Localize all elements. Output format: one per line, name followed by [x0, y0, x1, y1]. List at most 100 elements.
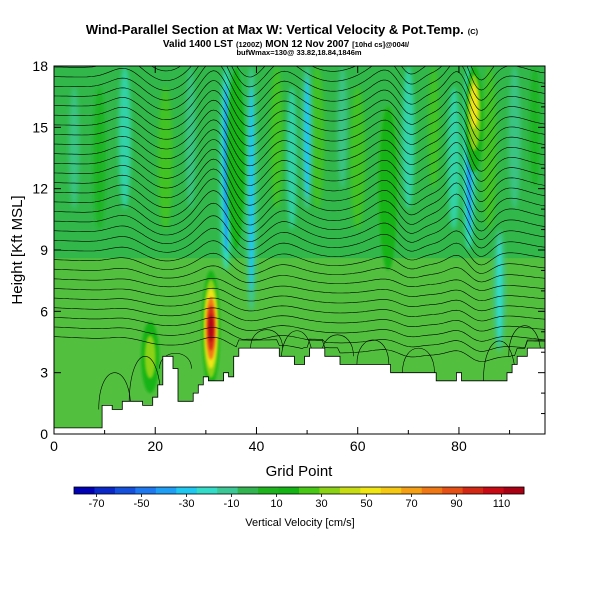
x-tick-label: 0 — [50, 438, 58, 454]
y-axis: 0 3 6 9 12 15 18 — [32, 58, 545, 442]
theta-contour — [54, 336, 545, 362]
colorbar-swatch — [319, 487, 341, 494]
theta-contour — [54, 307, 545, 332]
streak — [118, 66, 131, 210]
colorbar-swatch — [155, 487, 177, 494]
colorbar-tick-label: -30 — [179, 498, 195, 510]
streak — [310, 66, 324, 210]
colorbar-swatch — [176, 487, 198, 494]
colorbar-tick-label: 70 — [405, 498, 417, 510]
x-tick-label: 20 — [147, 438, 163, 454]
theta-contour — [54, 265, 545, 291]
colorbar-swatch — [237, 487, 259, 494]
theta-contour — [54, 190, 545, 240]
potential-temperature-contours — [54, 66, 545, 410]
chart-title: Wind-Parallel Section at Max W: Vertical… — [86, 22, 479, 37]
y-tick-label: 15 — [32, 119, 48, 135]
streak — [350, 86, 365, 230]
colorbar-frame — [73, 486, 525, 495]
theta-contour — [54, 278, 545, 302]
theta-contour — [54, 178, 545, 232]
colorbar-swatch — [503, 487, 525, 494]
updraft-level — [208, 314, 213, 342]
streak — [402, 66, 415, 210]
chart-subtitle: Valid 1400 LST (1200Z) MON 12 Nov 2007 [10h… — [163, 39, 410, 50]
theta-contour — [54, 80, 545, 132]
theta-contour — [54, 227, 545, 266]
theta-contour-low — [402, 347, 435, 373]
theta-contour — [54, 317, 545, 342]
colorbar-swatch — [278, 487, 300, 494]
y-axis-label: Height [Kft MSL] — [9, 195, 26, 304]
theta-contour — [54, 168, 545, 223]
colorbar-swatch — [442, 487, 464, 494]
colorbar-tick-label: -10 — [224, 498, 240, 510]
terrain-mask — [54, 347, 545, 434]
plot-area — [54, 66, 545, 434]
colorbar-tick-label: -50 — [134, 498, 150, 510]
colorbar-swatch — [135, 487, 157, 494]
theta-contour — [54, 148, 545, 203]
updraft-level — [470, 83, 478, 130]
x-tick-label: 60 — [350, 438, 366, 454]
theta-contour-low — [159, 353, 192, 369]
colorbar-swatch — [360, 487, 382, 494]
theta-contour — [54, 66, 545, 91]
theta-contour — [54, 70, 545, 121]
streak — [337, 66, 348, 189]
streak — [69, 86, 80, 210]
colorbar-tick-label: -70 — [89, 498, 105, 510]
chart-subtitle-line2: bufWmax=130@ 33.82,18.84,1846m — [236, 48, 361, 57]
theta-contour — [54, 129, 545, 182]
streak — [93, 86, 106, 230]
x-axis: 0 20 40 60 80 — [50, 66, 511, 454]
theta-contour — [54, 240, 545, 274]
theta-contour — [54, 66, 545, 111]
theta-contour-low — [508, 325, 542, 357]
theta-contour — [54, 90, 545, 142]
colorbar-swatch — [217, 487, 239, 494]
colorbar-swatch — [380, 487, 402, 494]
theta-contour — [54, 326, 545, 352]
colorbar-swatch — [299, 487, 320, 494]
colorbar-swatch — [94, 487, 116, 494]
colorbar-swatch — [421, 487, 443, 494]
theta-contour — [54, 119, 545, 172]
theta-contour — [54, 99, 545, 152]
y-tick-label: 0 — [40, 426, 48, 442]
x-axis-label: Grid Point — [266, 463, 334, 480]
colorbar-label: Vertical Velocity [cm/s] — [245, 517, 354, 529]
theta-contour — [54, 66, 545, 101]
y-tick-label: 6 — [40, 303, 48, 319]
updraft-level — [144, 335, 156, 379]
streak — [185, 66, 196, 210]
x-tick-label: 40 — [249, 438, 265, 454]
colorbar-tick-label: 30 — [315, 498, 327, 510]
theta-contour — [54, 297, 545, 322]
y-tick-label: 12 — [32, 181, 48, 197]
streak — [529, 66, 540, 189]
colorbar-tick-label: 110 — [493, 498, 511, 510]
colorbar-swatch — [196, 487, 218, 494]
colorbar-swatch — [74, 487, 95, 494]
y-tick-label: 3 — [40, 365, 48, 381]
colorbar-swatch — [339, 487, 361, 494]
theta-contour — [54, 109, 545, 162]
theta-contour-low — [250, 329, 283, 349]
streak — [286, 86, 297, 230]
y-tick-label: 18 — [32, 58, 48, 74]
colorbar-swatch — [114, 487, 136, 494]
downdraft-core — [248, 86, 254, 291]
colorbar: -70 -50 -30 -10 10 30 50 70 90 110 — [73, 486, 525, 510]
theta-contour — [54, 158, 545, 213]
colorbar-swatch — [401, 487, 423, 494]
theta-contour — [54, 252, 545, 283]
updraft-level — [379, 106, 398, 271]
theta-contour-low — [356, 339, 390, 365]
theta-contour — [54, 287, 545, 312]
colorbar-swatch — [462, 487, 484, 494]
colorbar-tick-label: 50 — [360, 498, 372, 510]
x-tick-label: 80 — [451, 438, 467, 454]
streak — [447, 86, 460, 230]
